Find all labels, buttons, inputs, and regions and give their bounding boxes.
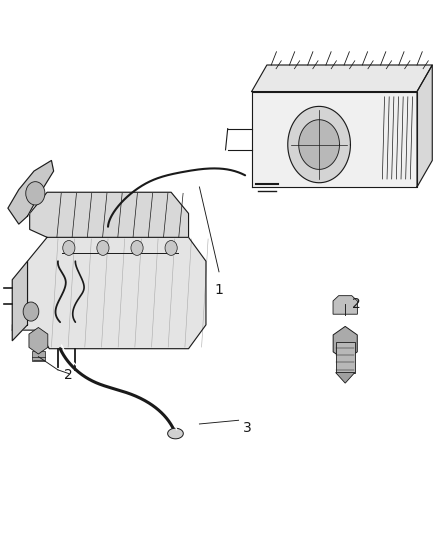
Circle shape (23, 302, 39, 321)
Bar (32, 351, 45, 361)
Polygon shape (8, 160, 53, 224)
Polygon shape (29, 327, 48, 354)
Polygon shape (336, 373, 355, 383)
Polygon shape (299, 120, 339, 169)
Circle shape (131, 240, 143, 255)
Polygon shape (252, 65, 432, 92)
Text: 2: 2 (64, 368, 73, 382)
Polygon shape (12, 261, 28, 341)
Polygon shape (333, 296, 357, 314)
Polygon shape (417, 65, 432, 187)
Circle shape (26, 182, 45, 205)
Polygon shape (333, 326, 357, 360)
Text: 1: 1 (215, 284, 223, 297)
Polygon shape (168, 428, 184, 439)
Bar (336, 342, 355, 373)
Text: 3: 3 (243, 421, 252, 435)
Polygon shape (12, 237, 206, 349)
Circle shape (63, 240, 75, 255)
Text: 2: 2 (352, 297, 360, 311)
Circle shape (97, 240, 109, 255)
Polygon shape (30, 192, 188, 237)
Polygon shape (288, 107, 350, 183)
Circle shape (165, 240, 177, 255)
Polygon shape (252, 92, 417, 187)
